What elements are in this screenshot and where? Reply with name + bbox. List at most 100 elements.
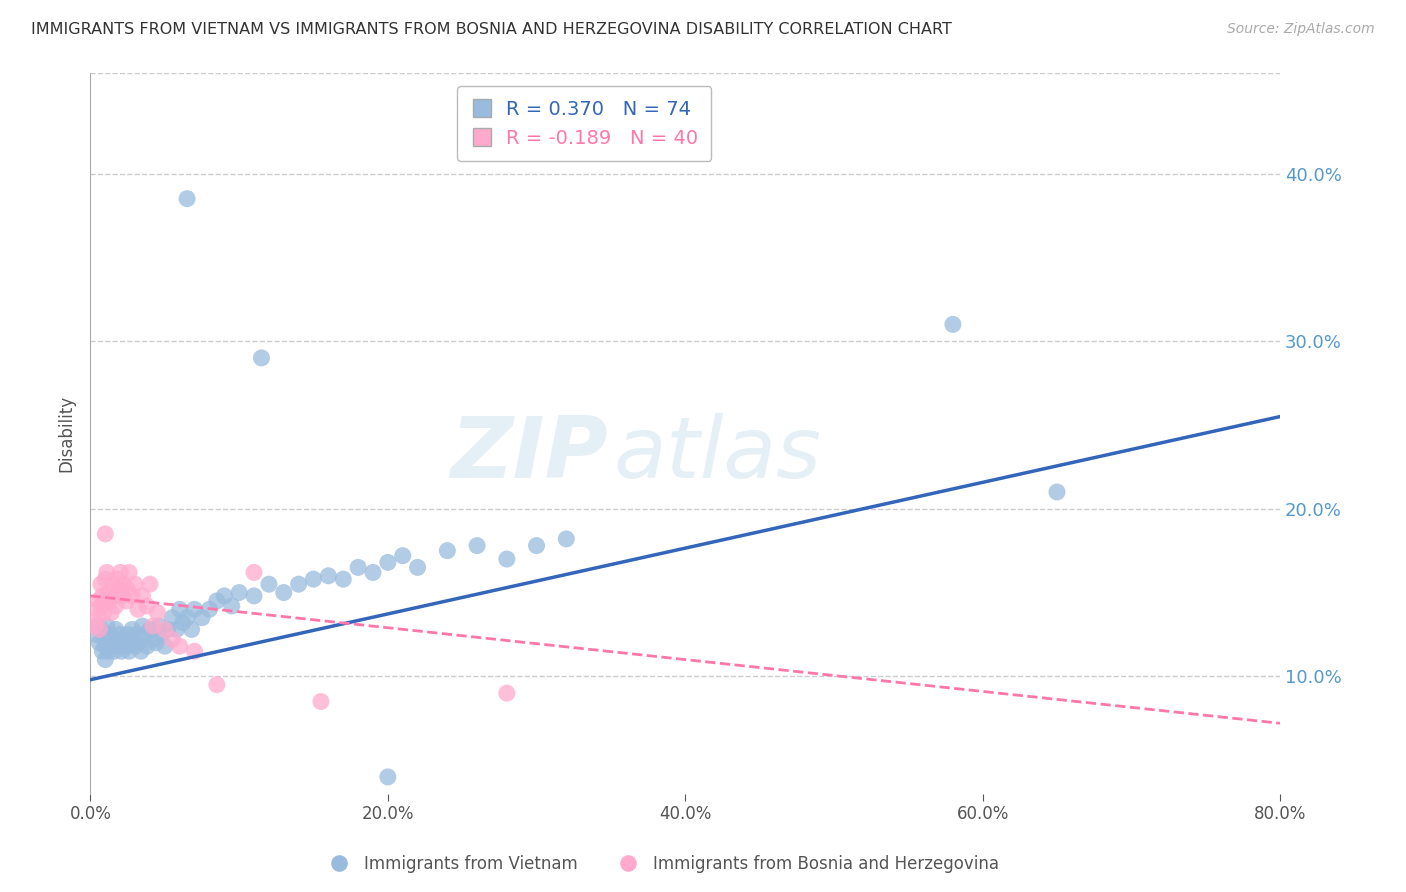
Point xyxy=(94,639,117,653)
Point xyxy=(131,589,153,603)
Point xyxy=(205,594,228,608)
Point xyxy=(156,623,179,637)
Point xyxy=(145,636,167,650)
Point xyxy=(103,589,125,603)
Point xyxy=(495,686,517,700)
Point xyxy=(132,627,155,641)
Point xyxy=(136,639,159,653)
Legend: Immigrants from Vietnam, Immigrants from Bosnia and Herzegovina: Immigrants from Vietnam, Immigrants from… xyxy=(316,848,1005,880)
Point xyxy=(228,585,250,599)
Point xyxy=(287,577,309,591)
Point xyxy=(108,566,131,580)
Point xyxy=(112,577,135,591)
Point xyxy=(436,543,458,558)
Point xyxy=(94,652,117,666)
Point xyxy=(86,602,108,616)
Point xyxy=(377,555,399,569)
Point xyxy=(107,582,129,597)
Point xyxy=(250,351,273,365)
Point xyxy=(495,552,517,566)
Point xyxy=(115,639,138,653)
Point xyxy=(127,636,149,650)
Point xyxy=(84,619,107,633)
Point xyxy=(94,594,117,608)
Point xyxy=(118,644,141,658)
Point xyxy=(1046,485,1069,500)
Point xyxy=(97,585,120,599)
Point xyxy=(214,589,236,603)
Text: IMMIGRANTS FROM VIETNAM VS IMMIGRANTS FROM BOSNIA AND HERZEGOVINA DISABILITY COR: IMMIGRANTS FROM VIETNAM VS IMMIGRANTS FR… xyxy=(31,22,952,37)
Point xyxy=(139,623,162,637)
Point xyxy=(309,694,332,708)
Point xyxy=(98,627,121,641)
Y-axis label: Disability: Disability xyxy=(58,395,75,472)
Point xyxy=(103,644,125,658)
Text: atlas: atlas xyxy=(614,414,823,497)
Point xyxy=(93,606,115,620)
Point xyxy=(162,632,184,647)
Point xyxy=(166,623,188,637)
Point xyxy=(136,599,159,613)
Point xyxy=(91,644,114,658)
Point xyxy=(97,644,120,658)
Point xyxy=(117,627,139,641)
Point xyxy=(112,636,135,650)
Point xyxy=(93,632,115,647)
Point xyxy=(127,602,149,616)
Point xyxy=(183,602,205,616)
Point xyxy=(107,639,129,653)
Point xyxy=(96,566,118,580)
Point xyxy=(180,623,202,637)
Point xyxy=(100,639,122,653)
Point xyxy=(124,639,146,653)
Point xyxy=(90,599,112,613)
Point xyxy=(526,539,548,553)
Point xyxy=(90,577,112,591)
Point xyxy=(87,594,110,608)
Point xyxy=(257,577,280,591)
Point xyxy=(108,627,131,641)
Point xyxy=(111,589,134,603)
Text: ZIP: ZIP xyxy=(450,414,607,497)
Point xyxy=(169,639,191,653)
Point xyxy=(104,599,127,613)
Point xyxy=(465,539,488,553)
Point xyxy=(148,619,170,633)
Point xyxy=(91,589,114,603)
Point xyxy=(105,632,128,647)
Point xyxy=(101,636,124,650)
Point xyxy=(942,318,965,332)
Point xyxy=(114,632,136,647)
Point xyxy=(153,639,176,653)
Point xyxy=(98,594,121,608)
Point xyxy=(89,623,111,637)
Point xyxy=(142,619,165,633)
Point xyxy=(142,632,165,647)
Point xyxy=(555,532,578,546)
Point xyxy=(243,566,266,580)
Point xyxy=(101,577,124,591)
Point xyxy=(125,627,148,641)
Point xyxy=(332,572,354,586)
Point xyxy=(89,636,111,650)
Point xyxy=(124,577,146,591)
Point xyxy=(131,619,153,633)
Point xyxy=(391,549,413,563)
Point xyxy=(347,560,370,574)
Point xyxy=(111,644,134,658)
Point xyxy=(273,585,295,599)
Point xyxy=(176,610,198,624)
Point xyxy=(198,602,221,616)
Point xyxy=(120,636,142,650)
Point xyxy=(153,623,176,637)
Point xyxy=(90,623,112,637)
Point xyxy=(104,623,127,637)
Point xyxy=(361,566,384,580)
Point xyxy=(183,644,205,658)
Point xyxy=(221,599,243,613)
Point xyxy=(105,572,128,586)
Point xyxy=(100,606,122,620)
Point xyxy=(169,602,191,616)
Point xyxy=(205,678,228,692)
Point xyxy=(94,527,117,541)
